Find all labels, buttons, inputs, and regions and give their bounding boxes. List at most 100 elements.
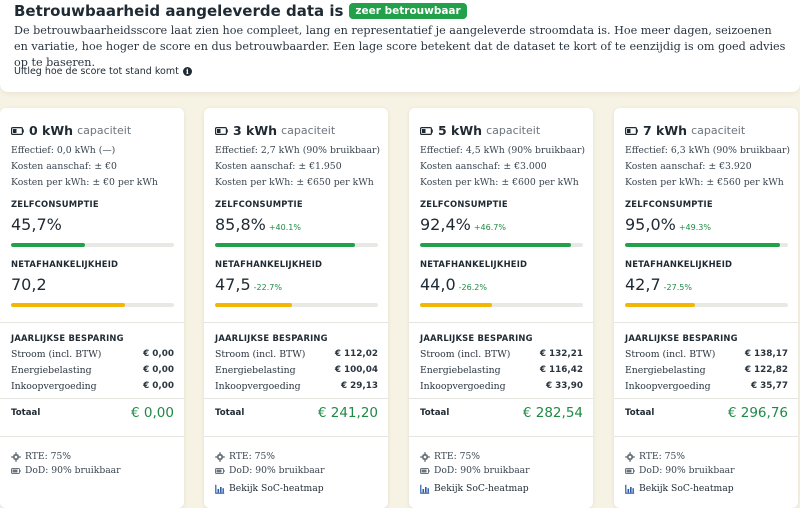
grid-dependency-bar-fill xyxy=(420,303,492,307)
capacity-value: 7 kWh xyxy=(643,123,688,138)
self-consumption-row: 92,4% +46.7% xyxy=(420,215,506,234)
reliability-panel: Betrouwbaarheid aangeleverde data is zee… xyxy=(0,0,800,92)
rte-row: RTE: 75% xyxy=(11,451,71,462)
dod-row: DoD: 90% bruikbaar xyxy=(11,465,121,476)
grid-dependency-bar xyxy=(625,303,788,307)
effective-capacity: Effectief: 6,3 kWh (90% bruikbaar) xyxy=(625,145,791,156)
self-consumption-bar xyxy=(11,243,174,247)
total-divider xyxy=(0,398,184,399)
grid-dependency-value: 70,2 xyxy=(11,275,47,294)
reliability-title: Betrouwbaarheid aangeleverde data is xyxy=(14,2,344,20)
purchase-fee-label: Inkoopvergoeding xyxy=(625,381,711,392)
electricity-amount: € 132,21 xyxy=(539,349,583,359)
self-consumption-bar xyxy=(215,243,378,247)
electricity-label: Stroom (incl. BTW) xyxy=(625,349,716,360)
footer-divider xyxy=(0,436,184,437)
electricity-row: Stroom (incl. BTW) € 132,21 xyxy=(420,349,583,360)
self-consumption-title: ZELFCONSUMPTIE xyxy=(625,199,713,209)
grid-dependency-value: 42,7 xyxy=(625,275,661,294)
electricity-amount: € 112,02 xyxy=(334,349,378,359)
capacity-value: 5 kWh xyxy=(438,123,483,138)
total-row: Totaal € 296,76 xyxy=(625,405,788,421)
section-divider xyxy=(409,322,593,323)
footer-divider xyxy=(614,436,798,437)
rte-row: RTE: 75% xyxy=(625,451,685,462)
purchase-fee-row: Inkoopvergoeding € 29,13 xyxy=(215,381,378,392)
grid-dependency-row: 70,2 xyxy=(11,275,50,294)
purchase-fee-label: Inkoopvergoeding xyxy=(420,381,506,392)
capacity-suffix: capaciteit xyxy=(77,124,132,137)
purchase-cost: Kosten aanschaf: ± €3.000 xyxy=(420,161,547,172)
effective-capacity: Effectief: 0,0 kWh (—) xyxy=(11,145,116,156)
grid-dependency-title: NETAFHANKELIJKHEID xyxy=(11,259,119,269)
purchase-cost: Kosten aanschaf: ± €3.920 xyxy=(625,161,752,172)
capacity-suffix: capaciteit xyxy=(281,124,336,137)
self-consumption-row: 45,7% xyxy=(11,215,65,234)
self-consumption-bar-fill xyxy=(625,243,780,247)
effective-capacity: Effectief: 4,5 kWh (90% bruikbaar) xyxy=(420,145,586,156)
self-consumption-title: ZELFCONSUMPTIE xyxy=(11,199,99,209)
grid-dependency-value: 44,0 xyxy=(420,275,456,294)
soc-heatmap-link[interactable]: Bekijk SoC-heatmap xyxy=(625,483,734,494)
electricity-row: Stroom (incl. BTW) € 138,17 xyxy=(625,349,788,360)
grid-dependency-row: 44,0 -26.2% xyxy=(420,275,487,294)
grid-dependency-bar-fill xyxy=(625,303,695,307)
purchase-cost: Kosten aanschaf: ± €0 xyxy=(11,161,117,172)
total-row: Totaal € 241,20 xyxy=(215,405,378,421)
total-amount: € 282,54 xyxy=(522,405,583,421)
total-label: Totaal xyxy=(420,408,450,418)
score-explanation-link[interactable]: Uitleg hoe de score tot stand komt i xyxy=(14,66,192,77)
purchase-fee-label: Inkoopvergoeding xyxy=(11,381,97,392)
gear-icon xyxy=(420,451,430,462)
total-amount: € 296,76 xyxy=(727,405,788,421)
rte-value: RTE: 75% xyxy=(25,451,72,462)
capacity-row: 7 kWh capaciteit xyxy=(625,123,745,138)
effective-capacity: Effectief: 2,7 kWh (90% bruikbaar) xyxy=(215,145,381,156)
soc-heatmap-link[interactable]: Bekijk SoC-heatmap xyxy=(215,483,324,494)
capacity-row: 3 kWh capaciteit xyxy=(215,123,335,138)
battery-small-icon xyxy=(625,467,635,474)
soc-heatmap-label: Bekijk SoC-heatmap xyxy=(229,483,324,494)
self-consumption-value: 85,8% xyxy=(215,215,266,234)
grid-dependency-bar xyxy=(215,303,378,307)
grid-dependency-delta: -27.5% xyxy=(663,283,692,292)
energy-tax-amount: € 100,04 xyxy=(334,365,378,375)
dod-value: DoD: 90% bruikbaar xyxy=(25,465,121,476)
battery-small-icon xyxy=(420,467,430,474)
soc-heatmap-link[interactable]: Bekijk SoC-heatmap xyxy=(420,483,529,494)
self-consumption-value: 45,7% xyxy=(11,215,62,234)
capacity-suffix: capaciteit xyxy=(486,124,541,137)
cost-per-kwh: Kosten per kWh: ± €600 per kWh xyxy=(420,177,579,188)
annual-savings-title: JAARLIJKSE BESPARING xyxy=(215,333,328,343)
battery-icon xyxy=(420,126,433,135)
battery-card: 5 kWh capaciteit Effectief: 4,5 kWh (90%… xyxy=(409,108,593,508)
rte-row: RTE: 75% xyxy=(215,451,275,462)
grid-dependency-title: NETAFHANKELIJKHEID xyxy=(625,259,733,269)
grid-dependency-bar xyxy=(420,303,583,307)
score-explanation-label: Uitleg hoe de score tot stand komt xyxy=(14,66,179,77)
electricity-row: Stroom (incl. BTW) € 0,00 xyxy=(11,349,174,360)
annual-savings-title: JAARLIJKSE BESPARING xyxy=(625,333,738,343)
electricity-label: Stroom (incl. BTW) xyxy=(215,349,306,360)
self-consumption-value: 95,0% xyxy=(625,215,676,234)
electricity-amount: € 0,00 xyxy=(143,349,174,359)
reliability-description: De betrouwbaarheidsscore laat zien hoe c… xyxy=(14,24,786,69)
self-consumption-bar-fill xyxy=(11,243,86,247)
total-label: Totaal xyxy=(215,408,245,418)
self-consumption-delta: +46.7% xyxy=(473,223,506,232)
electricity-amount: € 138,17 xyxy=(744,349,788,359)
capacity-value: 0 kWh xyxy=(29,123,74,138)
total-amount: € 0,00 xyxy=(131,405,174,421)
battery-icon xyxy=(11,126,24,135)
grid-dependency-title: NETAFHANKELIJKHEID xyxy=(215,259,323,269)
dod-value: DoD: 90% bruikbaar xyxy=(434,465,530,476)
total-row: Totaal € 282,54 xyxy=(420,405,583,421)
reliability-badge: zeer betrouwbaar xyxy=(349,3,467,19)
energy-tax-label: Energiebelasting xyxy=(11,365,92,376)
energy-tax-row: Energiebelasting € 100,04 xyxy=(215,365,378,376)
self-consumption-bar-fill xyxy=(215,243,355,247)
info-icon[interactable]: i xyxy=(182,67,192,76)
grid-dependency-row: 47,5 -22.7% xyxy=(215,275,282,294)
capacity-row: 0 kWh capaciteit xyxy=(11,123,131,138)
grid-dependency-delta: -26.2% xyxy=(458,283,487,292)
